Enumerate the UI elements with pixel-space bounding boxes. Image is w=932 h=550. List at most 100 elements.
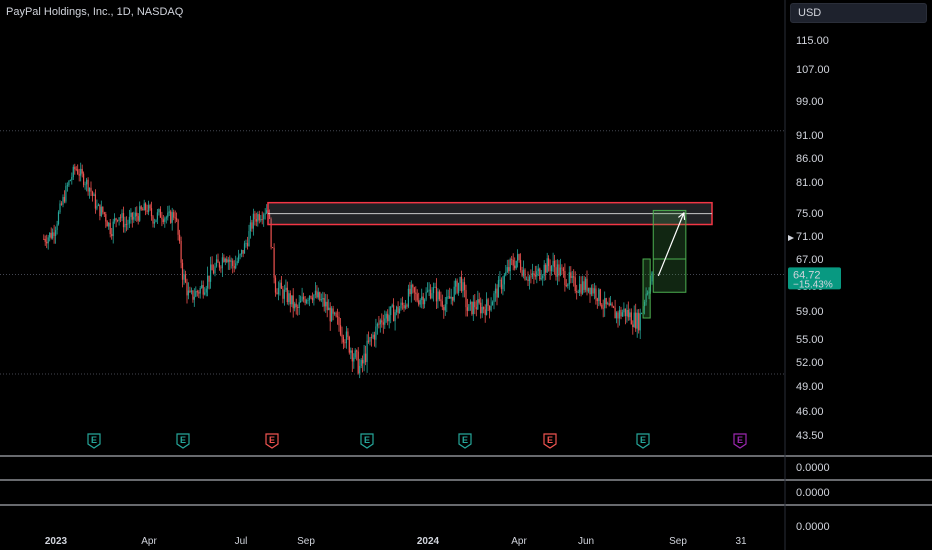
- candle-body[interactable]: [469, 301, 471, 305]
- candle-body[interactable]: [589, 287, 591, 295]
- candle-body[interactable]: [493, 293, 495, 303]
- candle-body[interactable]: [122, 213, 125, 228]
- candle-body[interactable]: [183, 274, 185, 280]
- candle-body[interactable]: [148, 205, 150, 212]
- candle-body[interactable]: [342, 336, 344, 343]
- candle-body[interactable]: [460, 276, 463, 292]
- candle-body[interactable]: [511, 259, 513, 260]
- candle-body[interactable]: [57, 212, 60, 225]
- candle-body[interactable]: [345, 331, 347, 344]
- candle-body[interactable]: [142, 209, 144, 211]
- candle-body[interactable]: [117, 220, 119, 221]
- candle-body[interactable]: [69, 180, 71, 181]
- candle-body[interactable]: [415, 292, 417, 294]
- candle-body[interactable]: [398, 308, 401, 314]
- candle-body[interactable]: [198, 292, 200, 294]
- candle-body[interactable]: [137, 216, 139, 221]
- candle-body[interactable]: [354, 350, 356, 358]
- candle-body[interactable]: [555, 267, 557, 277]
- earnings-badge-icon[interactable]: E: [360, 433, 374, 449]
- candle-body[interactable]: [81, 168, 83, 174]
- candle-body[interactable]: [93, 194, 95, 196]
- candle-body[interactable]: [483, 307, 485, 310]
- candle-body[interactable]: [80, 168, 82, 176]
- candle-body[interactable]: [404, 305, 406, 309]
- candle-body[interactable]: [477, 299, 479, 310]
- candle-body[interactable]: [610, 303, 612, 306]
- candle-body[interactable]: [466, 307, 468, 311]
- earnings-badge-icon[interactable]: E: [87, 433, 101, 449]
- candle-body[interactable]: [362, 359, 364, 364]
- candle-body[interactable]: [212, 270, 215, 274]
- candle-body[interactable]: [106, 221, 108, 227]
- earnings-badge-icon[interactable]: E: [543, 433, 557, 449]
- candle-body[interactable]: [305, 300, 308, 303]
- candle-body[interactable]: [567, 284, 569, 287]
- candle-body[interactable]: [140, 206, 142, 210]
- candle-body[interactable]: [215, 259, 218, 267]
- candle-body[interactable]: [94, 194, 96, 209]
- candle-body[interactable]: [50, 232, 52, 239]
- candle-body[interactable]: [49, 232, 51, 238]
- candle-body[interactable]: [298, 302, 300, 308]
- candle-body[interactable]: [78, 174, 80, 176]
- candle-body[interactable]: [429, 289, 432, 299]
- candle-body[interactable]: [500, 279, 502, 290]
- candle-body[interactable]: [193, 296, 195, 300]
- candle-body[interactable]: [260, 219, 262, 221]
- candle-body[interactable]: [459, 276, 461, 283]
- candle-body[interactable]: [236, 261, 238, 264]
- candle-body[interactable]: [221, 257, 223, 269]
- candle-body[interactable]: [453, 286, 455, 301]
- candle-body[interactable]: [187, 290, 189, 296]
- candle-body[interactable]: [254, 213, 256, 220]
- candle-body[interactable]: [83, 173, 85, 185]
- candle-body[interactable]: [648, 291, 650, 294]
- candle-body[interactable]: [87, 179, 89, 192]
- candle-body[interactable]: [639, 313, 641, 331]
- candle-body[interactable]: [177, 219, 179, 235]
- candle-body[interactable]: [289, 293, 291, 305]
- candle-body[interactable]: [471, 301, 473, 315]
- candle-body[interactable]: [406, 305, 408, 307]
- candle-body[interactable]: [350, 350, 352, 353]
- candle-body[interactable]: [540, 278, 542, 280]
- candle-body[interactable]: [339, 325, 342, 335]
- candle-body[interactable]: [180, 241, 182, 263]
- candle-body[interactable]: [279, 282, 281, 288]
- candle-body[interactable]: [379, 320, 381, 325]
- candle-body[interactable]: [186, 282, 188, 296]
- candle-body[interactable]: [620, 309, 622, 317]
- candle-body[interactable]: [161, 217, 163, 220]
- candle-body[interactable]: [553, 260, 556, 268]
- candle-body[interactable]: [373, 334, 375, 340]
- candle-body[interactable]: [638, 312, 640, 331]
- candle-body[interactable]: [508, 267, 510, 272]
- candle-body[interactable]: [366, 340, 368, 363]
- candle-body[interactable]: [269, 214, 271, 219]
- candle-body[interactable]: [109, 222, 111, 235]
- candle-body[interactable]: [179, 234, 181, 242]
- candle-body[interactable]: [375, 326, 377, 340]
- candle-body[interactable]: [517, 254, 519, 261]
- candle-body[interactable]: [580, 284, 582, 294]
- candle-body[interactable]: [441, 301, 443, 308]
- candle-body[interactable]: [112, 221, 114, 237]
- candle-body[interactable]: [252, 213, 254, 229]
- candle-body[interactable]: [378, 323, 380, 325]
- candle-body[interactable]: [503, 275, 505, 285]
- candle-body[interactable]: [369, 337, 371, 342]
- candle-body[interactable]: [515, 260, 517, 269]
- candle-body[interactable]: [288, 293, 290, 302]
- candle-body[interactable]: [593, 288, 595, 294]
- candle-body[interactable]: [573, 276, 575, 278]
- candle-body[interactable]: [136, 212, 138, 217]
- candle-body[interactable]: [548, 258, 550, 267]
- candle-body[interactable]: [77, 169, 79, 175]
- candle-body[interactable]: [565, 285, 567, 287]
- candle-body[interactable]: [537, 268, 539, 272]
- candle-body[interactable]: [74, 166, 76, 170]
- candle-body[interactable]: [527, 279, 529, 282]
- candle-body[interactable]: [474, 301, 476, 308]
- candle-body[interactable]: [44, 239, 46, 242]
